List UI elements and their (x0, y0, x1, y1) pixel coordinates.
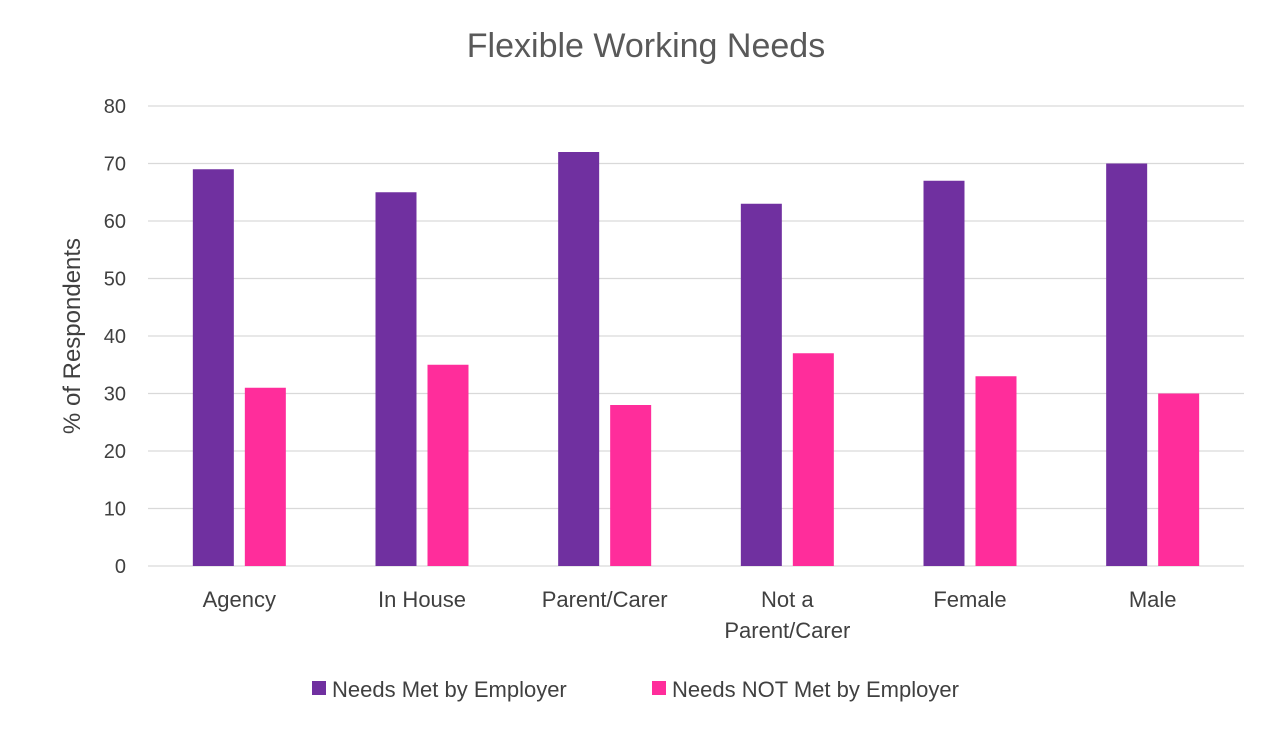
y-tick-label: 10 (104, 499, 126, 521)
y-tick-label: 30 (104, 384, 126, 406)
y-tick-label: 80 (104, 96, 126, 118)
chart-title: Flexible Working Needs (467, 27, 825, 65)
legend-swatch (312, 681, 326, 695)
x-tick-label: Agency (203, 587, 276, 612)
y-tick-label: 0 (115, 556, 126, 578)
y-axis-label: % of Respondents (59, 238, 86, 434)
legend-entry: Needs Met by Employer (332, 677, 567, 702)
y-tick-label: 60 (104, 211, 126, 233)
x-tick-label: Male (1129, 587, 1177, 612)
bars (192, 152, 1200, 566)
y-tick-label: 50 (104, 269, 126, 291)
legend-entry: Needs NOT Met by Employer (672, 677, 959, 702)
bar-met (740, 203, 782, 566)
bar-met (375, 192, 417, 566)
x-tick-label: Parent/Carer (542, 587, 668, 612)
x-tick-label: Female (933, 587, 1006, 612)
bar-not-met (1158, 393, 1200, 566)
x-tick-label: Not a Parent/Carer (724, 587, 850, 643)
y-tick-labels: 0 10 20 30 40 50 60 70 80 (104, 96, 126, 578)
bar-met (1106, 163, 1148, 566)
y-tick-label: 70 (104, 154, 126, 176)
bar-met (923, 180, 965, 566)
legend: Needs Met by Employer Needs NOT Met by Em… (312, 677, 959, 702)
bar-not-met (975, 376, 1017, 566)
bar-not-met (244, 387, 286, 566)
bar-not-met (610, 405, 652, 566)
y-tick-label: 40 (104, 326, 126, 348)
gridlines (148, 105, 1244, 567)
bar-met (192, 169, 234, 566)
legend-swatch (652, 681, 666, 695)
y-tick-label: 20 (104, 441, 126, 463)
bar-met (558, 152, 600, 566)
bar-not-met (427, 364, 469, 566)
x-tick-label: In House (378, 587, 466, 612)
bar-not-met (792, 353, 834, 566)
x-tick-labels: Agency In House Parent/Carer Not a Parent/Ca… (203, 587, 1177, 643)
